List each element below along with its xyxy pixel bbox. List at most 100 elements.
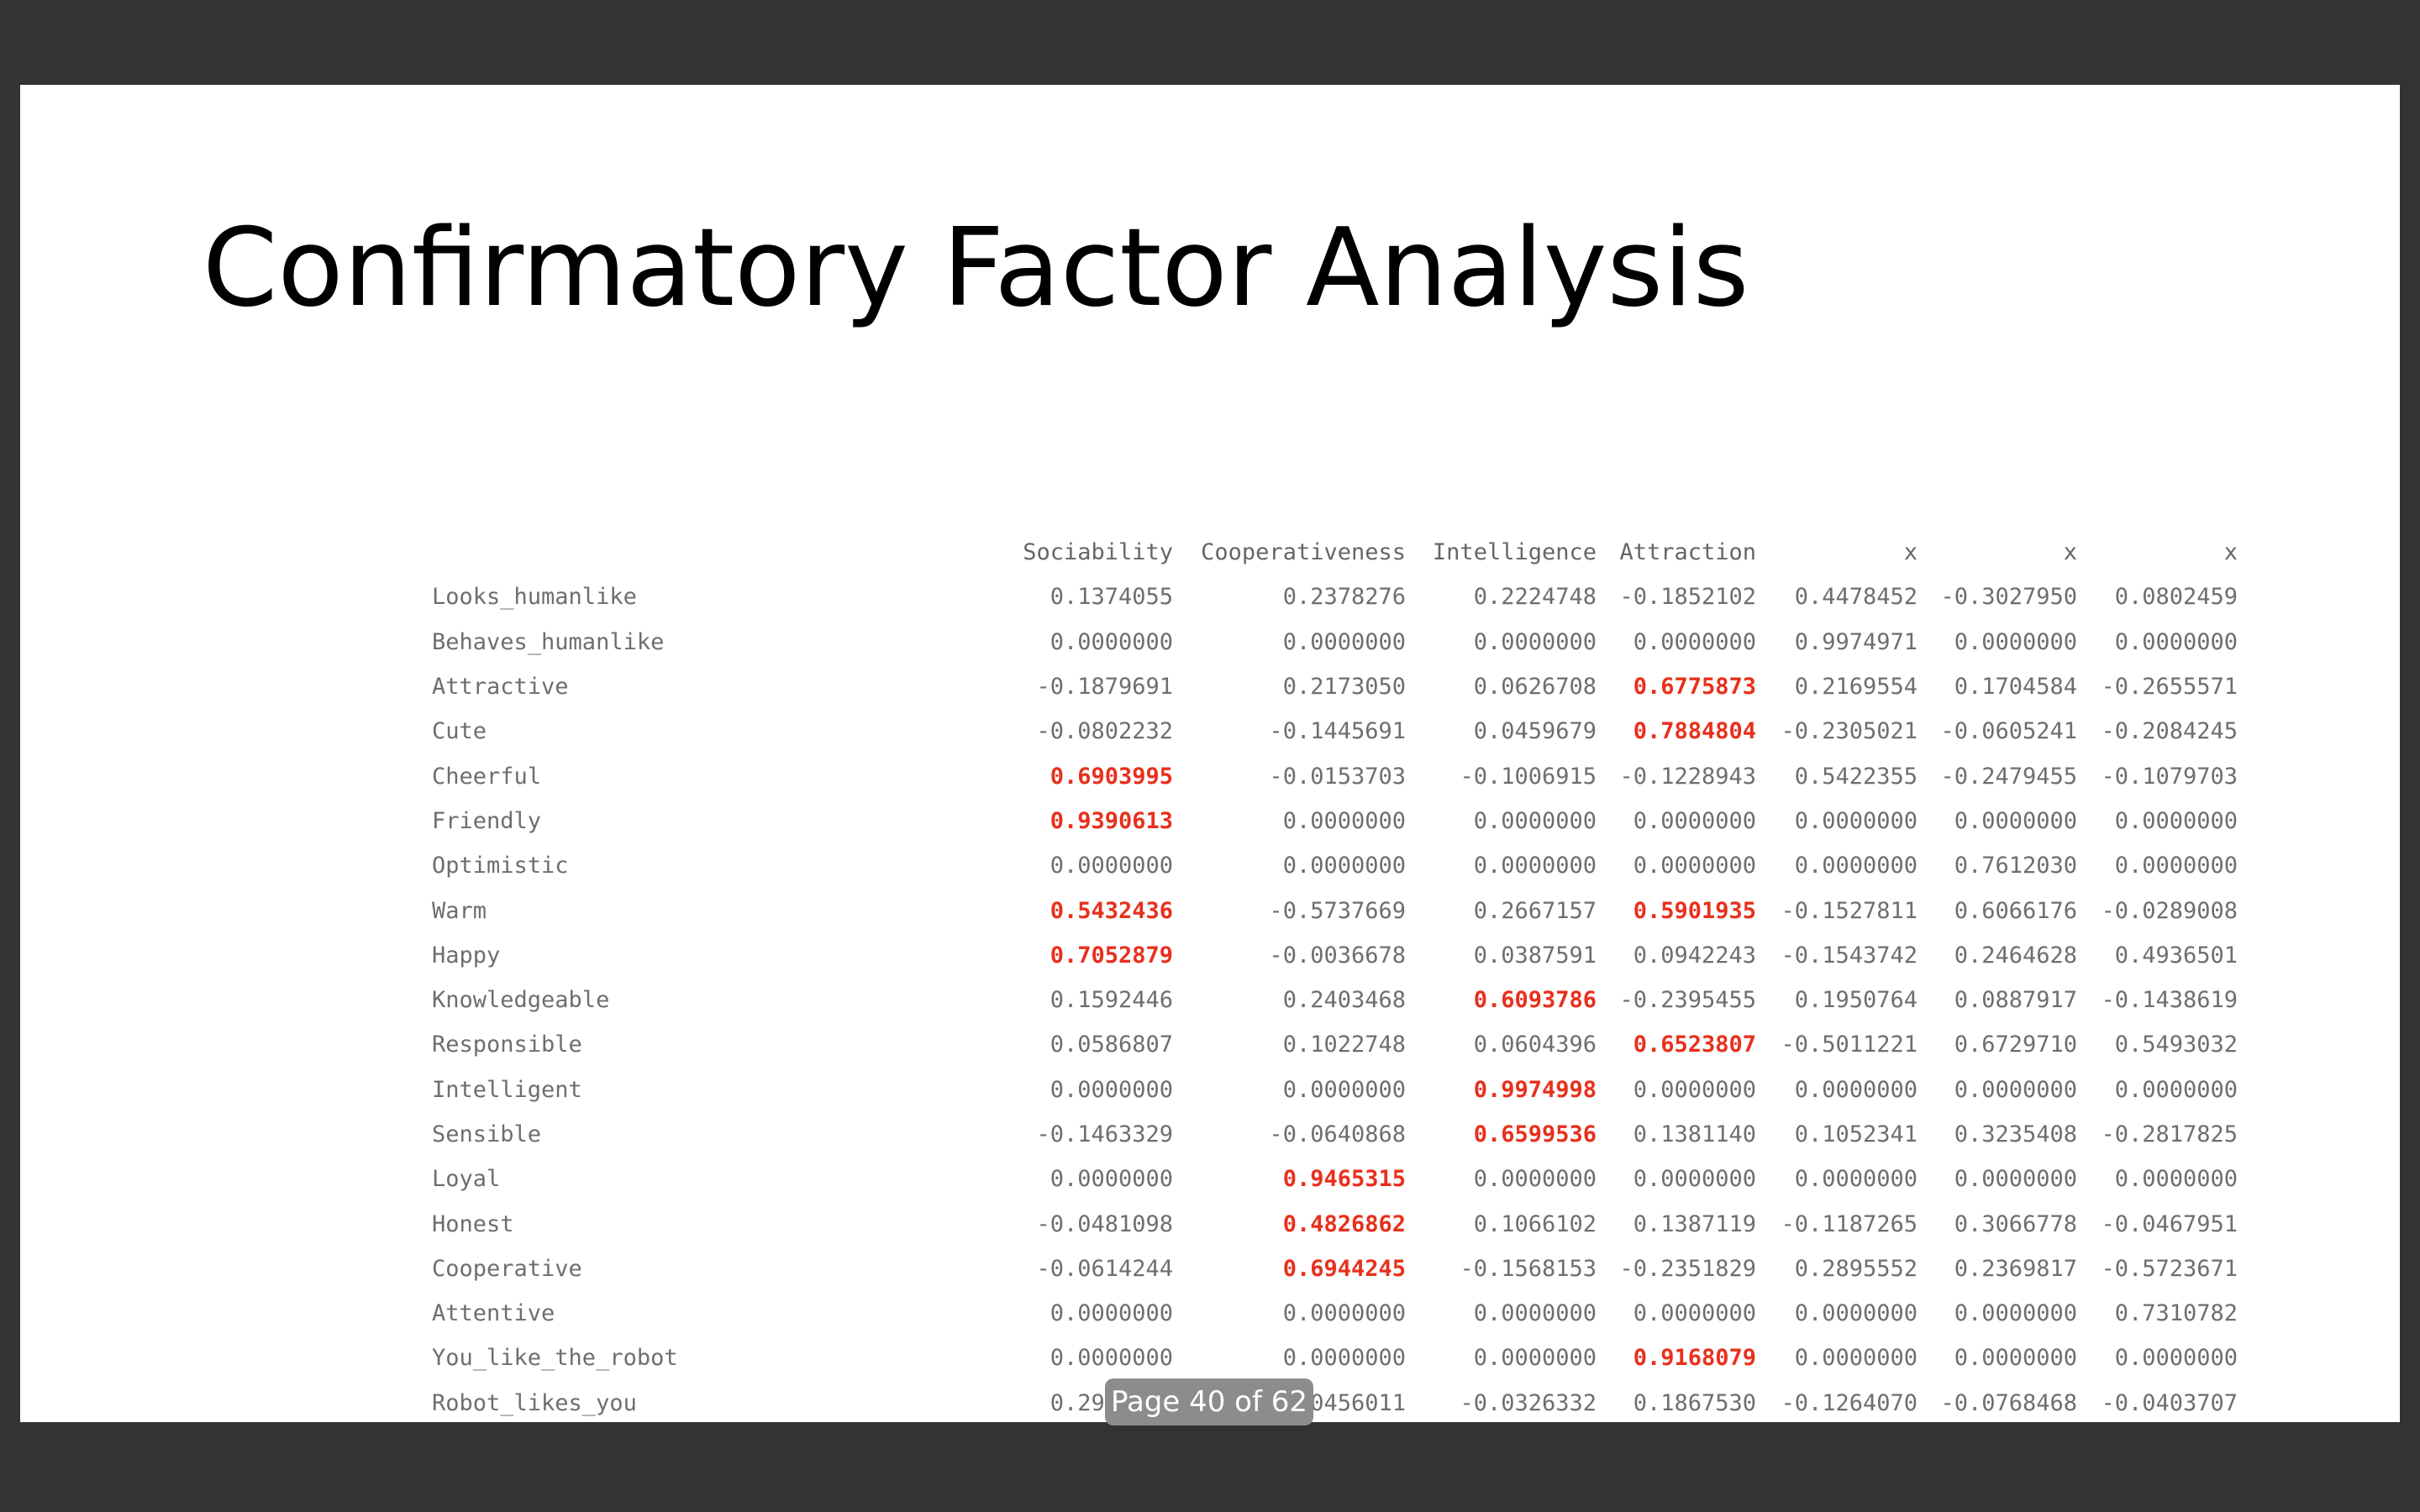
loading-cell: 0.0000000	[1794, 1076, 1918, 1103]
loading-cell: 0.0000000	[1473, 853, 1597, 879]
loading-cell: 0.0000000	[1954, 1076, 2077, 1103]
table-row: Attentive 0.0000000 0.0000000 0.0000000 0.00…	[432, 1291, 2238, 1336]
loading-cell: 0.0586807	[1050, 1032, 1173, 1058]
row-label: Attentive	[432, 1300, 555, 1327]
column-header: Sociability	[1023, 539, 1173, 566]
table-body: Looks_humanlike 0.1374055 0.2378276 0.22247…	[432, 575, 2238, 1425]
loading-cell: 0.6093786	[1473, 987, 1597, 1014]
loading-cell: -0.2084245	[2101, 718, 2238, 745]
loading-cell: -0.1543742	[1781, 942, 1918, 969]
table-row: Intelligent 0.0000000 0.0000000 0.9974998 0.…	[432, 1068, 2238, 1112]
row-label: Happy	[432, 942, 501, 969]
loading-cell: 0.0000000	[1794, 853, 1918, 879]
loading-cell: 0.0000000	[1633, 807, 1756, 834]
loading-cell: 0.0000000	[1282, 1300, 1406, 1327]
table-row: You_like_the_robot 0.0000000 0.0000000 0.00…	[432, 1336, 2238, 1380]
loading-cell: -0.1463329	[1036, 1121, 1173, 1147]
column-header: x	[1903, 539, 1918, 566]
loading-cell: 0.0000000	[1282, 628, 1406, 655]
table-row: Attractive -0.1879691 0.2173050 0.0626708 0.…	[432, 664, 2238, 709]
loading-cell: 0.0000000	[1954, 1300, 2077, 1327]
loading-cell: 0.4826862	[1282, 1210, 1406, 1237]
loading-cell: 0.2667157	[1473, 897, 1597, 924]
loading-cell: -0.5737669	[1269, 897, 1406, 924]
loading-cell: 0.0000000	[1633, 853, 1756, 879]
loading-cell: 0.1704584	[1954, 674, 2077, 701]
loading-cell: 0.9390613	[1050, 807, 1173, 834]
loading-cell: 0.0459679	[1473, 718, 1597, 745]
column-header: x	[2223, 539, 2238, 566]
row-label: Responsible	[432, 1032, 582, 1058]
table-row: Knowledgeable 0.1592446 0.2403468 0.6093786…	[432, 978, 2238, 1022]
loading-cell: 0.0000000	[1050, 1076, 1173, 1103]
loading-cell: -0.0614244	[1036, 1255, 1173, 1282]
table-row: Sensible -0.1463329 -0.0640868 0.6599536 0.1…	[432, 1112, 2238, 1157]
loading-cell: 0.0000000	[1954, 807, 2077, 834]
table-row: Optimistic 0.0000000 0.0000000 0.0000000 0.0…	[432, 843, 2238, 888]
loading-cell: -0.2395455	[1619, 987, 1756, 1014]
loading-cell: 0.1381140	[1633, 1121, 1756, 1147]
loading-cell: 0.5422355	[1794, 763, 1918, 790]
row-label: Loyal	[432, 1166, 501, 1193]
loading-cell: -0.0640868	[1269, 1121, 1406, 1147]
loading-cell: 0.7612030	[1954, 853, 2077, 879]
loading-cell: 0.5432436	[1050, 897, 1173, 924]
loading-cell: -0.5011221	[1781, 1032, 1918, 1058]
loading-cell: 0.0000000	[2114, 807, 2238, 834]
row-label: Cute	[432, 718, 487, 745]
loading-cell: 0.0000000	[2114, 1076, 2238, 1103]
loading-cell: -0.1079703	[2101, 763, 2238, 790]
table-row: Cooperative -0.0614244 0.6944245 -0.1568153…	[432, 1247, 2238, 1291]
table-row: Loyal 0.0000000 0.9465315 0.0000000 0.000000…	[432, 1157, 2238, 1201]
loading-cell: 0.3066778	[1954, 1210, 2077, 1237]
loading-cell: -0.1568153	[1460, 1255, 1597, 1282]
loading-cell: 0.9168079	[1633, 1345, 1756, 1372]
loading-cell: 0.0000000	[1633, 1300, 1756, 1327]
table-row: Behaves_humanlike 0.0000000 0.0000000 0.000…	[432, 620, 2238, 664]
loading-cell: 0.6903995	[1050, 763, 1173, 790]
loading-cell: -0.0036678	[1269, 942, 1406, 969]
loading-cell: 0.1387119	[1633, 1210, 1756, 1237]
loading-cell: -0.0289008	[2101, 897, 2238, 924]
row-label: Optimistic	[432, 853, 569, 879]
loading-cell: 0.1066102	[1473, 1210, 1597, 1237]
loading-cell: 0.0000000	[1633, 1076, 1756, 1103]
loading-cell: 0.0000000	[1282, 807, 1406, 834]
loading-cell: 0.0000000	[1473, 807, 1597, 834]
loading-cell: -0.1852102	[1619, 584, 1756, 611]
loading-cell: 0.0000000	[1954, 1345, 2077, 1372]
loading-cell: 0.7884804	[1633, 718, 1756, 745]
loading-cell: 0.1950764	[1794, 987, 1918, 1014]
loading-cell: -0.2479455	[1940, 763, 2077, 790]
header-corner	[432, 530, 718, 575]
row-label: You_like_the_robot	[432, 1345, 678, 1372]
loading-cell: 0.0000000	[1050, 853, 1173, 879]
loading-cell: 0.1592446	[1050, 987, 1173, 1014]
loading-cell: 0.1374055	[1050, 584, 1173, 611]
loading-cell: 0.4936501	[2114, 942, 2238, 969]
loading-cell: -0.2817825	[2101, 1121, 2238, 1147]
loading-cell: 0.6775873	[1633, 674, 1756, 701]
loading-cell: -0.1445691	[1269, 718, 1406, 745]
loading-cell: -0.2655571	[2101, 674, 2238, 701]
loading-cell: 0.0000000	[1282, 1345, 1406, 1372]
loading-cell: -0.1006915	[1460, 763, 1597, 790]
loading-cell: 0.0000000	[1633, 628, 1756, 655]
loading-cell: 0.0000000	[1794, 807, 1918, 834]
loading-cell: 0.6523807	[1633, 1032, 1756, 1058]
loading-cell: 0.0000000	[1050, 628, 1173, 655]
loading-cell: -0.2351829	[1619, 1255, 1756, 1282]
loading-cell: 0.2224748	[1473, 584, 1597, 611]
loading-cell: 0.0387591	[1473, 942, 1597, 969]
loading-cell: -0.1438619	[2101, 987, 2238, 1014]
loading-cell: 0.2173050	[1282, 674, 1406, 701]
table-header-row: Sociability Cooperativeness Intelligence…	[432, 530, 2238, 575]
loading-cell: -0.0768468	[1940, 1389, 2077, 1416]
loading-cell: 0.7052879	[1050, 942, 1173, 969]
loading-cell: 0.2169554	[1794, 674, 1918, 701]
loading-cell: 0.6599536	[1473, 1121, 1597, 1147]
loading-cell: -0.5723671	[2101, 1255, 2238, 1282]
loading-cell: 0.5901935	[1633, 897, 1756, 924]
table-row: Looks_humanlike 0.1374055 0.2378276 0.22247…	[432, 575, 2238, 619]
page-indicator: Page 40 of 62	[1105, 1378, 1313, 1425]
